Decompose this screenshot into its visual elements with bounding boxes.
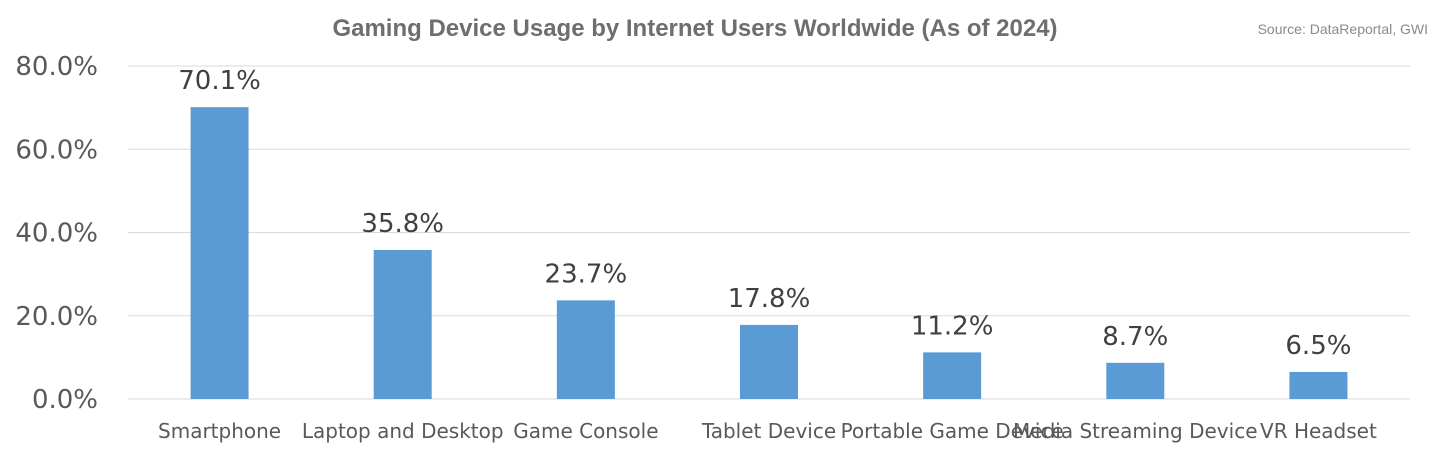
chart-title: Gaming Device Usage by Internet Users Wo… <box>332 15 1057 42</box>
bar <box>1289 371 1348 399</box>
data-labels: 70.1% 35.8% 23.7% 17.8% 11.2% 8.7% 6.5% <box>178 66 1351 361</box>
gridlines <box>128 65 1410 400</box>
chart-source: Source: DataReportal, GWI <box>1258 21 1428 37</box>
bar <box>556 300 615 399</box>
x-tick-label: Game Console <box>513 419 658 443</box>
bars <box>190 107 1348 400</box>
x-tick-label: Media Streaming Device <box>1013 419 1257 443</box>
x-tick-label: Portable Game Device <box>841 419 1064 443</box>
data-label: 17.8% <box>728 284 811 314</box>
y-tick-label: 40.0% <box>15 219 98 249</box>
x-tick-label: Tablet Device <box>701 419 836 443</box>
bar <box>740 324 798 399</box>
bar <box>190 107 249 400</box>
x-axis-ticks: Smartphone Laptop and Desktop Game Console… <box>158 419 1377 443</box>
x-tick-label: VR Headset <box>1260 419 1377 443</box>
bar <box>1106 362 1165 399</box>
y-tick-label: 0.0% <box>32 385 98 415</box>
data-label: 6.5% <box>1285 331 1351 361</box>
data-label: 8.7% <box>1102 322 1168 352</box>
y-tick-label: 20.0% <box>15 302 98 332</box>
bar <box>923 352 982 399</box>
data-label: 23.7% <box>545 259 628 289</box>
data-label: 35.8% <box>361 209 444 239</box>
y-tick-label: 80.0% <box>15 52 98 82</box>
x-tick-label: Smartphone <box>158 419 281 443</box>
bar <box>373 249 432 399</box>
y-tick-label: 60.0% <box>15 135 98 165</box>
x-tick-label: Laptop and Desktop <box>302 419 504 443</box>
data-label: 70.1% <box>178 66 261 96</box>
data-label: 11.2% <box>911 311 994 341</box>
y-axis-ticks: 0.0% 20.0% 40.0% 60.0% 80.0% <box>15 52 98 415</box>
